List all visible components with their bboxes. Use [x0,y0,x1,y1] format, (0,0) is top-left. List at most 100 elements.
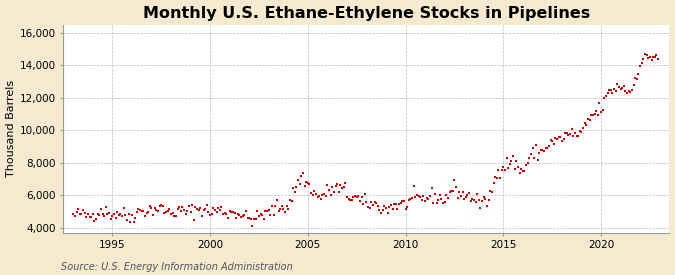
Point [587,113,598,118]
Point [335,183,346,188]
Point [236,215,246,220]
Point [73,207,84,211]
Point [465,199,476,203]
Point [187,203,198,208]
Point [603,88,614,93]
Point [250,217,261,221]
Point [437,201,448,205]
Point [456,194,466,199]
Point [632,77,643,81]
Point [159,211,170,216]
Point [273,208,284,213]
Point [368,202,379,207]
Point [149,205,160,210]
Point [333,189,344,194]
Point [504,162,515,166]
Point [283,207,294,211]
Text: Source: U.S. Energy Information Administration: Source: U.S. Energy Information Administ… [61,262,292,272]
Point [609,87,620,91]
Point [451,185,462,189]
Point [81,215,92,219]
Point [487,190,497,194]
Point [331,182,342,186]
Point [574,129,585,133]
Point [179,208,190,212]
Point [221,212,232,216]
Point [79,210,90,215]
Point [534,151,545,155]
Point [508,154,518,159]
Point [649,55,660,60]
Point [573,134,584,138]
Point [185,210,196,214]
Point [444,190,455,194]
Point [211,210,222,214]
Point [524,156,535,161]
Point [529,155,539,160]
Point [296,174,306,178]
Point [271,198,282,202]
Point [138,209,148,214]
Point [107,214,117,218]
Point [568,134,578,139]
Point [479,195,489,199]
Point [133,207,144,211]
Point [402,205,412,209]
Point [203,210,214,214]
Point [76,212,87,216]
Point [231,215,242,220]
Point [480,197,491,201]
Point [242,216,253,220]
Point [485,188,495,193]
Point [113,213,124,218]
Point [293,178,304,182]
Point [516,167,526,171]
Point [263,208,274,213]
Point [377,208,388,212]
Point [254,214,265,218]
Point [126,213,137,217]
Point [565,131,576,136]
Point [310,192,321,196]
Point [200,207,211,211]
Point [503,166,514,170]
Point [124,212,134,216]
Point [591,109,601,113]
Point [180,212,191,216]
Point [566,127,577,132]
Point [406,196,417,200]
Point [576,129,587,134]
Point [495,176,506,181]
Point [457,190,468,194]
Point [379,204,389,208]
Point [232,212,243,217]
Point [446,188,456,193]
Point [443,196,454,200]
Point [562,131,572,135]
Point [518,169,529,173]
Point [182,208,192,213]
Point [550,136,561,140]
Point [196,214,207,218]
Point [252,208,263,213]
Point [262,209,273,214]
Point [472,192,483,196]
Point [610,89,621,93]
Point [477,198,487,203]
Point [301,179,312,184]
Point [136,208,147,213]
Point [118,205,129,210]
Point [314,194,325,198]
Point [394,202,404,206]
Point [216,205,227,210]
Point [144,204,155,208]
Point [176,208,186,213]
Point [473,198,484,203]
Point [595,110,606,114]
Point [165,212,176,216]
Point [112,210,123,214]
Point [547,139,558,143]
Point [110,216,121,220]
Point [376,211,387,215]
Point [390,202,401,207]
